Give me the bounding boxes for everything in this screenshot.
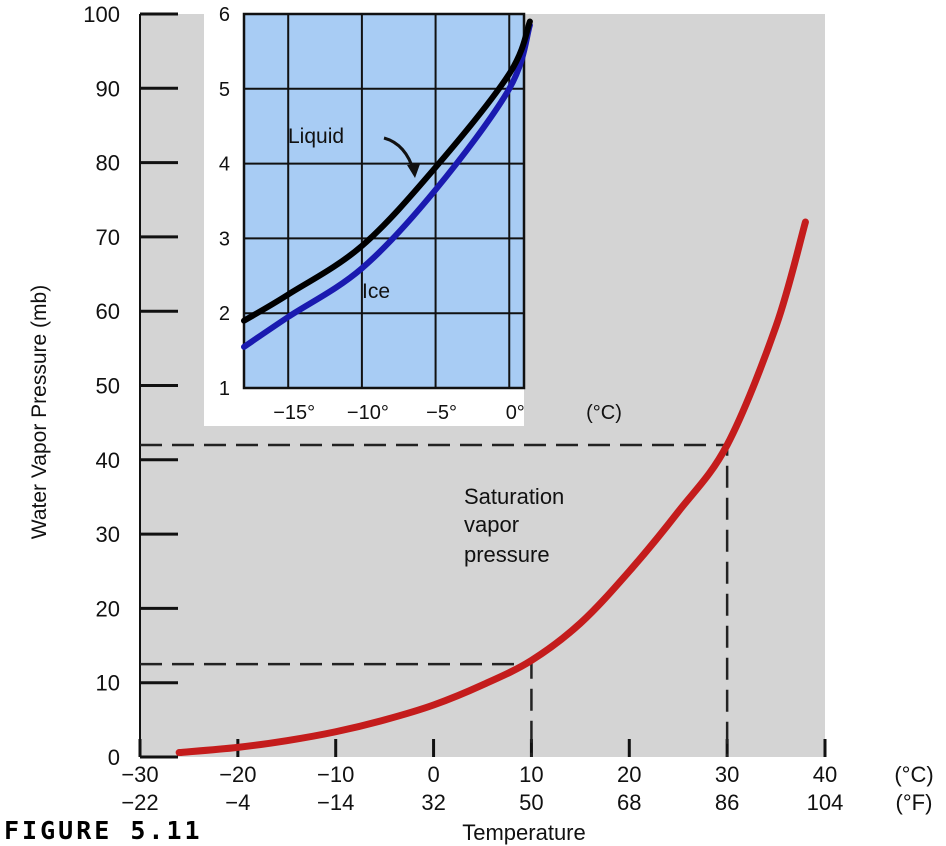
y-tick-label: 100 bbox=[83, 2, 120, 27]
y-tick-label: 70 bbox=[96, 225, 120, 250]
inset-curve-liquid bbox=[241, 18, 533, 324]
x-axis-label: Temperature bbox=[462, 820, 586, 845]
inset-x-tick-label: −15° bbox=[273, 402, 315, 424]
inset-y-tick-label: 4 bbox=[219, 154, 230, 176]
x-tick-label-fahrenheit: 32 bbox=[421, 790, 445, 815]
inset-y-tick-label: 6 bbox=[219, 4, 230, 26]
inset-plot: 1 2 3 4 5 6 −15° −10° −5° 0° (°C) Liquid Ice bbox=[204, 4, 622, 426]
x-tick-label-fahrenheit: −14 bbox=[317, 790, 354, 815]
inset-x-tick-label: −5° bbox=[426, 402, 457, 424]
inset-curve-ice bbox=[241, 22, 533, 350]
y-tick-label: 0 bbox=[108, 745, 120, 770]
unit-fahrenheit: (°F) bbox=[896, 790, 933, 815]
y-axis-label: Water Vapor Pressure (mb) bbox=[28, 285, 51, 539]
y-tick-label: 60 bbox=[96, 299, 120, 324]
x-tick-label-celsius: 30 bbox=[715, 762, 739, 787]
y-tick-label: 50 bbox=[96, 374, 120, 399]
inset-label-ice: Ice bbox=[362, 280, 390, 303]
inset-y-tick-label: 5 bbox=[219, 79, 230, 101]
y-tick-label: 90 bbox=[96, 76, 120, 101]
y-tick-label: 40 bbox=[96, 448, 120, 473]
inset-background bbox=[244, 14, 524, 388]
x-tick-label-celsius: 40 bbox=[813, 762, 837, 787]
inset-x-tick-label: −10° bbox=[347, 402, 389, 424]
inset-y-tick-label: 2 bbox=[219, 303, 230, 325]
x-tick-label-celsius: 0 bbox=[427, 762, 439, 787]
saturation-curve bbox=[175, 218, 809, 757]
y-tick-label: 30 bbox=[96, 522, 120, 547]
x-tick-label-celsius: −30 bbox=[121, 762, 158, 787]
inset-y-tick-label: 1 bbox=[219, 378, 230, 400]
x-tick-label-celsius: 20 bbox=[617, 762, 641, 787]
x-tick-label-celsius: −20 bbox=[219, 762, 256, 787]
annotation-line-3: pressure bbox=[464, 542, 550, 567]
y-tick-label: 80 bbox=[96, 151, 120, 176]
unit-celsius: (°C) bbox=[894, 762, 933, 787]
figure-label: FIGURE 5.11 bbox=[4, 816, 203, 845]
x-tick-label-fahrenheit: 86 bbox=[715, 790, 739, 815]
inset-x-tick-label: 0° bbox=[506, 402, 525, 424]
y-tick-label: 10 bbox=[96, 671, 120, 696]
annotation-line-1: Saturation bbox=[464, 484, 564, 509]
inset-border bbox=[242, 12, 526, 390]
y-tick-label: 20 bbox=[96, 596, 120, 621]
x-tick-label-fahrenheit: −4 bbox=[225, 790, 250, 815]
annotation-line-2: vapor bbox=[464, 512, 519, 537]
inset-y-tick-label: 3 bbox=[219, 228, 230, 250]
x-tick-label-celsius: 10 bbox=[519, 762, 543, 787]
liquid-arrow-head bbox=[407, 164, 420, 178]
x-tick-label-fahrenheit: −22 bbox=[121, 790, 158, 815]
x-tick-label-fahrenheit: 104 bbox=[807, 790, 844, 815]
x-tick-label-celsius: −10 bbox=[317, 762, 354, 787]
x-tick-label-fahrenheit: 68 bbox=[617, 790, 641, 815]
x-tick-label-fahrenheit: 50 bbox=[519, 790, 543, 815]
inset-label-liquid: Liquid bbox=[288, 125, 344, 148]
inset-x-unit: (°C) bbox=[586, 402, 622, 424]
